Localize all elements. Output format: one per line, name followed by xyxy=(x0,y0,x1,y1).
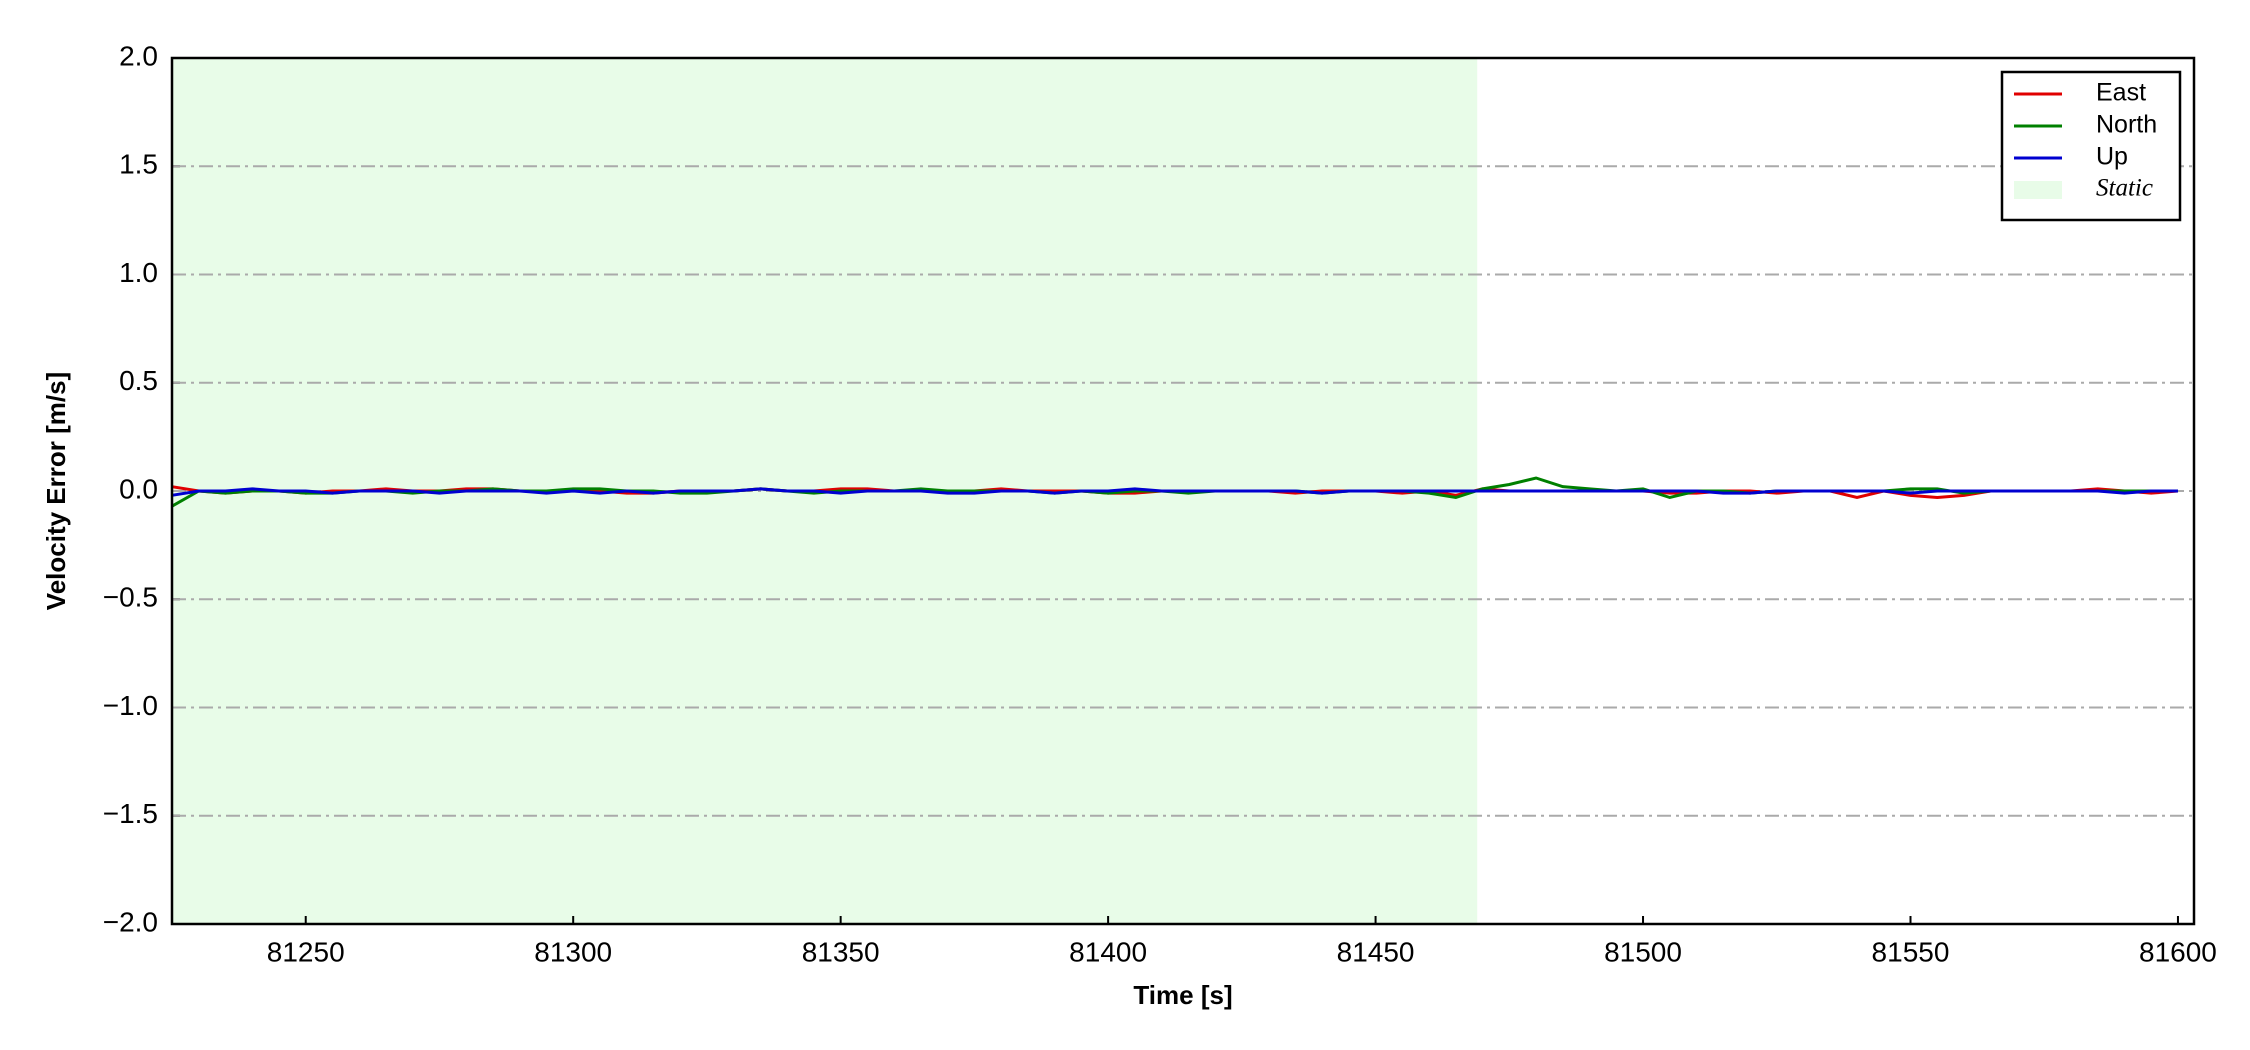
y-tick-label: 1.5 xyxy=(119,149,158,180)
x-tick-label: 81500 xyxy=(1604,936,1682,967)
y-axis-label: Velocity Error [m/s] xyxy=(41,372,71,610)
x-tick-label: 81250 xyxy=(267,936,345,967)
series-line xyxy=(171,487,2178,497)
x-tick-label: 81400 xyxy=(1069,936,1147,967)
x-tick-label: 81550 xyxy=(1872,936,1950,967)
x-tick-label: 81600 xyxy=(2139,936,2217,967)
y-tick-label: 0.0 xyxy=(119,473,158,504)
x-tick-label: 81350 xyxy=(802,936,880,967)
y-tick-label: 1.0 xyxy=(119,257,158,288)
legend-label: North xyxy=(2096,111,2157,139)
plot-frame xyxy=(170,56,2196,926)
legend-label: East xyxy=(2096,79,2146,107)
y-tick-label: −0.5 xyxy=(103,582,158,613)
x-tick-label: 81300 xyxy=(534,936,612,967)
x-axis-label: Time [s] xyxy=(1133,980,1232,1010)
legend-swatch xyxy=(2014,181,2062,199)
y-tick-label: 0.5 xyxy=(119,365,158,396)
y-tick-label: −1.5 xyxy=(103,798,158,829)
y-tick-label: −2.0 xyxy=(103,906,158,937)
legend-label: Up xyxy=(2096,143,2128,171)
x-tick-label: 81450 xyxy=(1337,936,1415,967)
legend-label: Static xyxy=(2096,175,2153,202)
y-tick-label: 2.0 xyxy=(119,40,158,71)
y-tick-label: −1.0 xyxy=(103,690,158,721)
legend-box xyxy=(2000,70,2182,222)
